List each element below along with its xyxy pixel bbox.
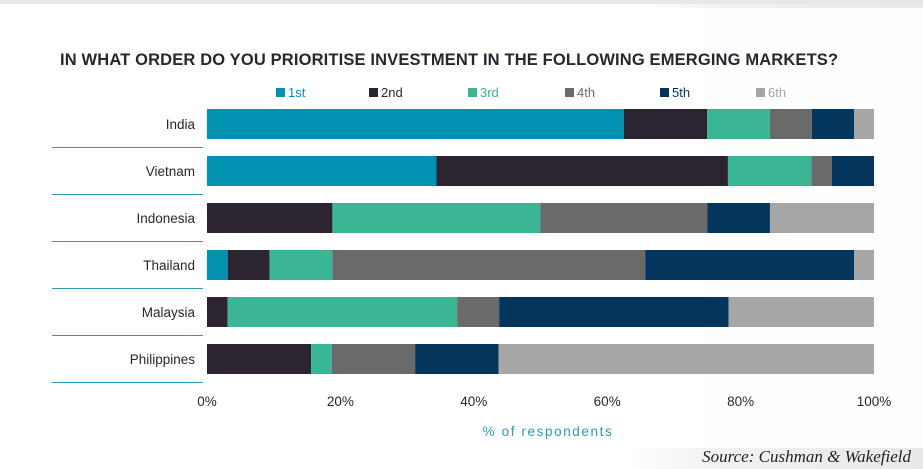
x-tick-label: 60% [594, 394, 621, 409]
bar-thailand-1st [207, 250, 228, 280]
bar-philippines-6th [498, 344, 874, 374]
x-tick-label: 20% [327, 394, 354, 409]
chart-title: IN WHAT ORDER DO YOU PRIORITISE INVESTME… [60, 51, 839, 69]
x-tick-label: 80% [727, 394, 754, 409]
bar-vietnam-3rd [727, 156, 812, 186]
bar-malaysia-2nd [207, 297, 228, 327]
legend-swatch-3rd [468, 88, 477, 97]
category-label-indonesia: Indonesia [136, 211, 195, 226]
legend-swatch-2nd [369, 88, 378, 97]
bar-thailand-6th [853, 250, 874, 280]
bar-india-3rd [707, 109, 770, 139]
legend-label-2nd: 2nd [381, 85, 403, 100]
bar-malaysia-5th [499, 297, 729, 327]
x-axis-label: % of respondents [483, 424, 614, 439]
bar-malaysia-3rd [227, 297, 458, 327]
legend-swatch-5th [660, 88, 669, 97]
bar-vietnam-4th [811, 156, 832, 186]
x-tick-label: 100% [857, 394, 892, 409]
bar-philippines-4th [331, 344, 416, 374]
top-edge [0, 0, 923, 4]
bar-indonesia-3rd [332, 203, 541, 233]
bar-indonesia-5th [707, 203, 770, 233]
bar-malaysia-4th [457, 297, 500, 327]
legend-label-5th: 5th [672, 85, 690, 100]
bar-indonesia-6th [769, 203, 874, 233]
legend-label-4th: 4th [577, 85, 595, 100]
category-label-thailand: Thailand [143, 258, 195, 273]
x-tick-label: 0% [197, 394, 217, 409]
bar-thailand-2nd [227, 250, 270, 280]
bar-vietnam-2nd [436, 156, 728, 186]
bar-indonesia-2nd [207, 203, 333, 233]
bar-philippines-5th [415, 344, 499, 374]
bar-indonesia-4th [540, 203, 708, 233]
legend-label-3rd: 3rd [480, 85, 499, 100]
bar-vietnam-5th [831, 156, 874, 186]
bar-vietnam-1st [207, 156, 437, 186]
bar-philippines-3rd [311, 344, 332, 374]
bar-thailand-5th [645, 250, 854, 280]
category-label-malaysia: Malaysia [142, 305, 196, 320]
source-credit: Source: Cushman & Wakefield [702, 447, 911, 466]
legend-swatch-6th [756, 88, 765, 97]
bar-malaysia-6th [728, 297, 874, 327]
category-label-india: India [166, 117, 196, 132]
category-label-vietnam: Vietnam [146, 164, 195, 179]
legend-swatch-4th [565, 88, 574, 97]
bar-india-6th [853, 109, 874, 139]
bar-thailand-4th [332, 250, 646, 280]
bar-philippines-2nd [207, 344, 312, 374]
bar-thailand-3rd [269, 250, 333, 280]
bar-india-1st [207, 109, 624, 139]
legend-swatch-1st [276, 88, 285, 97]
bar-india-4th [769, 109, 812, 139]
bar-india-2nd [623, 109, 708, 139]
legend-label-1st: 1st [288, 85, 306, 100]
x-tick-label: 40% [460, 394, 487, 409]
bar-india-5th [811, 109, 854, 139]
category-label-philippines: Philippines [130, 352, 196, 367]
legend-label-6th: 6th [768, 85, 786, 100]
